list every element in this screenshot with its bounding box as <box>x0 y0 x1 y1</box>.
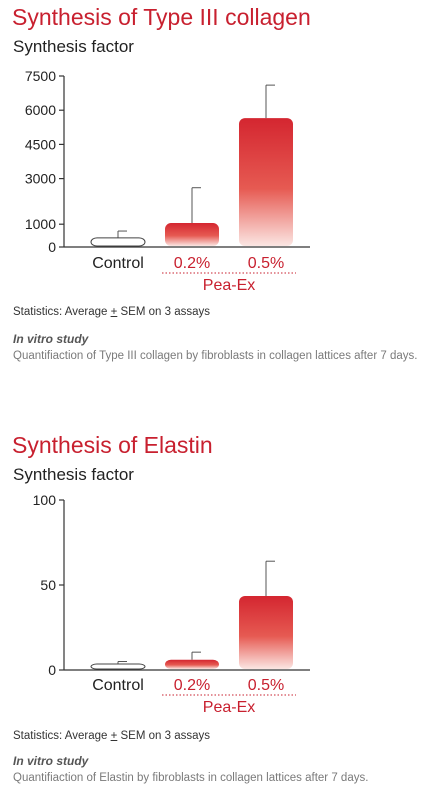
group-label: Pea-Ex <box>203 277 255 294</box>
collagen-chart-section: Synthesis of Type III collagen Synthesis… <box>0 0 444 380</box>
group-label: Pea-Ex <box>203 699 255 716</box>
bar-control <box>90 237 146 247</box>
y-axis-label: Synthesis factor <box>13 465 134 484</box>
x-tick-label: 0.5% <box>248 677 284 694</box>
plus-minus-sign: + <box>110 306 118 318</box>
bar-05 <box>239 596 293 669</box>
y-tick-label: 4500 <box>25 136 56 152</box>
chart-title: Synthesis of Type III collagen <box>12 4 311 30</box>
y-tick-label: 1000 <box>25 216 56 232</box>
chart-title: Synthesis of Elastin <box>12 432 213 458</box>
bar-05 <box>239 118 293 246</box>
x-tick-label: Control <box>92 255 144 272</box>
bar-control <box>90 663 146 670</box>
elastin-chart-section: Synthesis of Elastin Synthesis factor 0 5… <box>0 428 444 798</box>
study-type-label: In vitro study <box>13 332 89 346</box>
y-axis-label: Synthesis factor <box>13 37 134 56</box>
bar-02 <box>165 223 219 246</box>
plus-minus-sign: + <box>110 730 118 742</box>
y-tick-label: 7500 <box>25 68 56 84</box>
x-tick-label: 0.2% <box>174 677 210 694</box>
y-tick-label: 100 <box>33 492 57 508</box>
statistics-note: Statistics: Average + SEM on 3 assays <box>13 730 210 742</box>
collagen-bar-chart: 0 1000 3000 4500 6000 7500 Control 0.2% 0.5% Pea-… <box>25 68 310 294</box>
y-tick-label: 0 <box>48 239 56 255</box>
x-tick-label: 0.5% <box>248 255 284 272</box>
y-tick-label: 6000 <box>25 102 56 118</box>
statistics-note: Statistics: Average + SEM on 3 assays <box>13 306 210 318</box>
y-tick-label: 50 <box>40 577 56 593</box>
bar-02 <box>165 659 219 669</box>
study-type-label: In vitro study <box>13 754 89 768</box>
y-tick-label: 0 <box>48 662 56 678</box>
x-tick-label: 0.2% <box>174 255 210 272</box>
y-tick-label: 3000 <box>25 171 56 187</box>
x-tick-label: Control <box>92 677 144 694</box>
study-description: Quantifiaction of Type III collagen by f… <box>13 350 418 362</box>
study-description: Quantifiaction of Elastin by fibroblasts… <box>13 772 369 784</box>
elastin-bar-chart: 0 50 100 Control 0.2% 0.5% Pea-Ex <box>33 492 310 716</box>
